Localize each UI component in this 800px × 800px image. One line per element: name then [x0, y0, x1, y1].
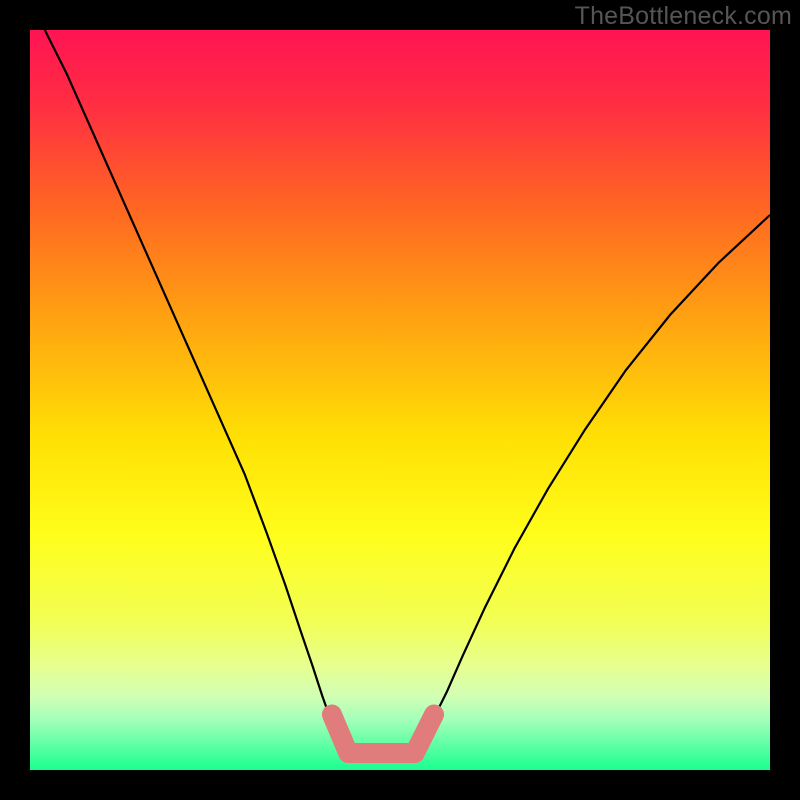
- plot-area: [30, 30, 770, 770]
- gradient-background: [30, 30, 770, 770]
- chart-svg: [30, 30, 770, 770]
- watermark-text: TheBottleneck.com: [575, 2, 792, 31]
- chart-container: TheBottleneck.com: [0, 0, 800, 800]
